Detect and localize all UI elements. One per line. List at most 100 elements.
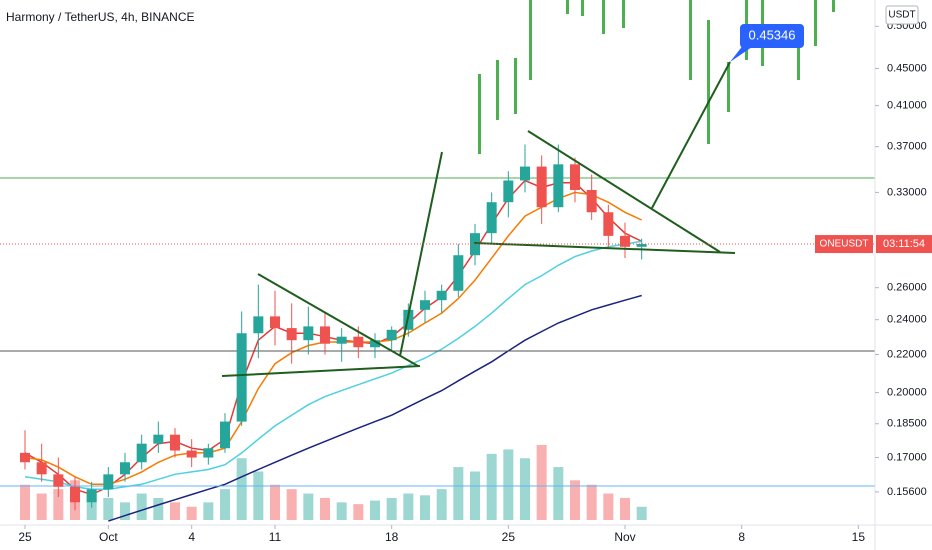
volume-bar	[320, 497, 330, 520]
candle-body	[320, 326, 330, 344]
volume-bar	[403, 493, 414, 520]
volume-bar	[420, 495, 430, 520]
candle-body	[170, 434, 180, 451]
candle-body	[253, 316, 264, 334]
moving-average	[108, 294, 642, 522]
x-tick-label: 11	[269, 530, 282, 544]
volume-bar	[453, 467, 464, 520]
x-tick-label: Oct	[99, 530, 118, 544]
y-tick-label: 0.20000	[887, 386, 927, 398]
candle-body	[36, 462, 47, 475]
volume-bar	[253, 471, 264, 520]
candle-body	[553, 164, 564, 208]
volume-bar	[553, 467, 564, 520]
x-tick-label: 15	[852, 530, 866, 544]
candle-body	[486, 202, 497, 234]
candle-body	[570, 164, 580, 190]
candle-body	[336, 336, 347, 344]
y-tick-label: 0.17000	[887, 451, 927, 463]
volume-bar	[503, 449, 514, 520]
candle-body	[503, 180, 514, 203]
candle-layer	[20, 144, 647, 511]
symbol-box	[815, 235, 873, 254]
volume-bar	[603, 493, 614, 520]
y-tick-label: 0.22000	[887, 348, 927, 360]
candle-body	[303, 326, 314, 341]
y-tick-label: 0.33000	[887, 186, 927, 198]
volume-bar	[570, 480, 580, 520]
volume-bar	[536, 445, 547, 520]
y-tick-label: 0.45000	[887, 62, 927, 74]
candle-body	[586, 189, 597, 213]
volume-bar	[170, 502, 180, 520]
price-tag: 0.45346	[730, 24, 804, 62]
candle-body	[86, 489, 97, 503]
volume-bar	[520, 458, 530, 520]
price-tag-text: 0.45346	[749, 27, 796, 42]
y-tick-label: 0.18500	[887, 418, 927, 430]
countdown-box	[876, 235, 932, 254]
volume-bar	[20, 484, 30, 520]
volume-bar	[586, 484, 597, 520]
candle-body	[536, 166, 547, 208]
candle-body	[220, 421, 230, 449]
candle-body	[603, 212, 614, 236]
y-tick-label: 0.37000	[887, 141, 927, 153]
candle-body	[70, 486, 80, 503]
candle-body	[270, 316, 280, 329]
volume-bar	[436, 489, 447, 520]
volume-bar	[303, 493, 314, 520]
x-tick-label: 8	[738, 530, 745, 544]
volume-bar	[370, 500, 380, 520]
currency-box	[885, 5, 919, 25]
candle-body	[353, 336, 364, 348]
x-tick-label: 25	[18, 530, 32, 544]
symbol-label: ONEUSDT	[820, 239, 869, 250]
candle-body	[286, 328, 297, 341]
candle-body	[436, 290, 447, 301]
volume-bar	[386, 497, 397, 520]
candle-body	[636, 244, 647, 247]
volume-bar	[103, 497, 114, 520]
volume-bar	[220, 489, 230, 520]
volume-bar	[620, 497, 630, 520]
candle-body	[20, 452, 30, 463]
candle-body	[136, 443, 147, 463]
volume-bar	[153, 497, 164, 520]
candle-body	[153, 434, 164, 444]
volume-bar	[36, 493, 47, 520]
volume-bar	[353, 504, 364, 520]
candle-body	[120, 462, 130, 475]
candle-body	[520, 166, 530, 181]
volume-bar	[486, 453, 497, 520]
countdown: 03:11:54	[883, 238, 925, 250]
volume-bar	[203, 502, 214, 520]
volume-bar	[336, 502, 347, 520]
x-tick-label: 18	[385, 530, 399, 544]
volume-bar	[53, 489, 64, 520]
candle-body	[186, 450, 197, 458]
volume-bar	[236, 458, 247, 520]
moving-average	[24, 191, 643, 486]
x-tick-label: 25	[502, 530, 516, 544]
candle-body	[420, 300, 430, 310]
trendlines	[221, 61, 736, 377]
volume-bar	[270, 484, 280, 520]
x-tick-label: 4	[188, 530, 195, 544]
volume-bar	[186, 506, 197, 520]
volume-bar	[470, 471, 480, 520]
candle-body	[203, 448, 214, 458]
y-tick-label: 0.24000	[887, 314, 927, 326]
candle-body	[370, 340, 380, 348]
candle-body	[103, 474, 114, 490]
y-tick-label: 0.15600	[887, 486, 927, 498]
y-tick-label: 0.41000	[887, 100, 927, 112]
currency: USDT	[888, 10, 915, 21]
volume-bar	[286, 489, 297, 520]
candle-body	[236, 333, 247, 422]
volume-bar	[120, 502, 130, 520]
candle-body	[620, 235, 630, 247]
